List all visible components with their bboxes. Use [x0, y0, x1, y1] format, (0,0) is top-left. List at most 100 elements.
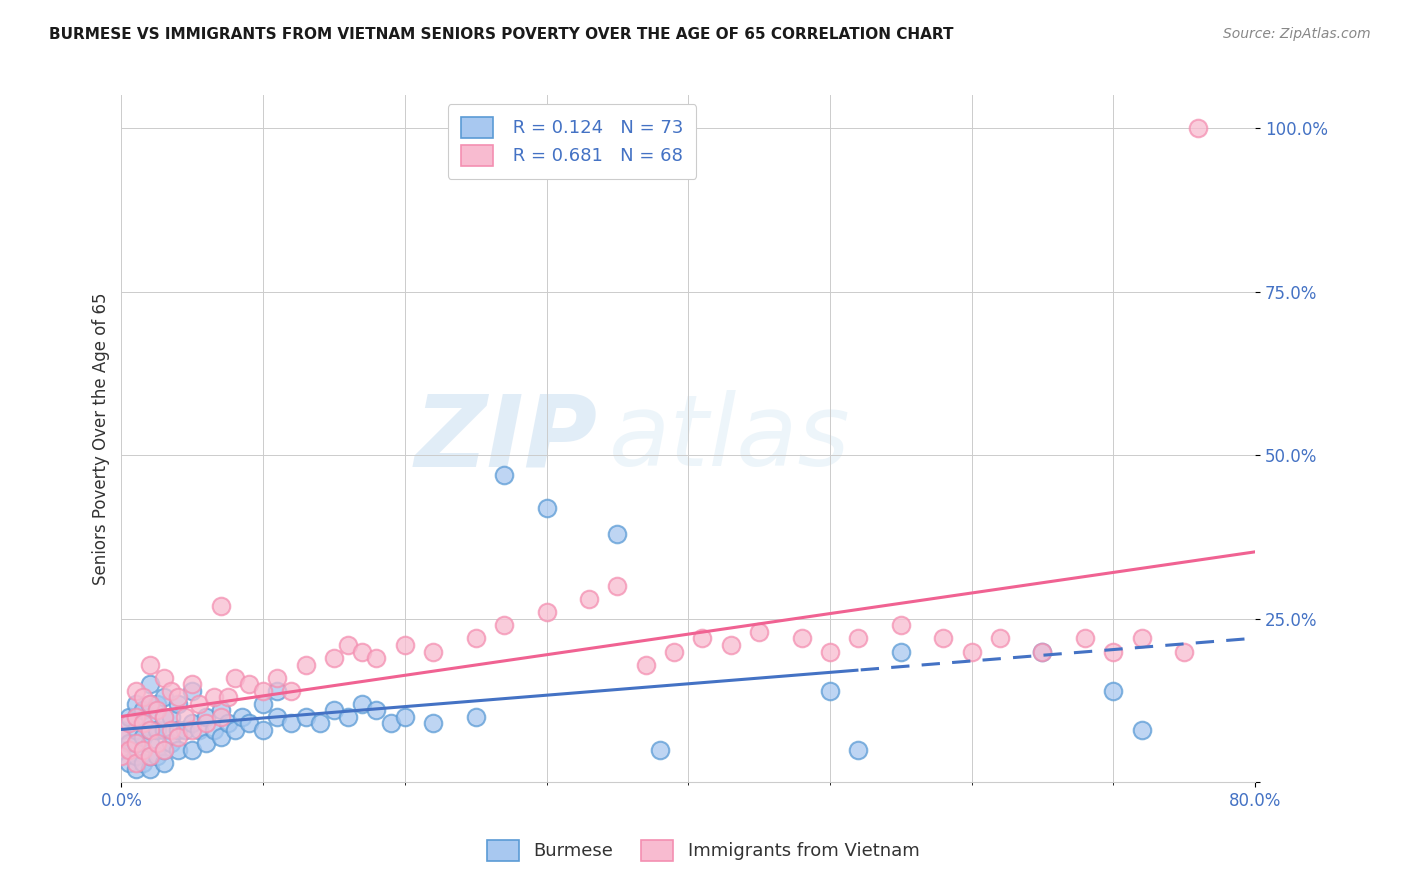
- Point: [366, 703, 388, 717]
- Point: [167, 690, 190, 705]
- Point: [323, 651, 346, 665]
- Point: [662, 644, 685, 658]
- Point: [266, 683, 288, 698]
- Point: [124, 723, 146, 737]
- Point: [188, 697, 211, 711]
- Point: [153, 710, 176, 724]
- Point: [337, 710, 360, 724]
- Point: [492, 618, 515, 632]
- Point: [174, 723, 197, 737]
- Point: [209, 703, 232, 717]
- Point: [174, 710, 197, 724]
- Point: [578, 592, 600, 607]
- Point: [846, 742, 869, 756]
- Point: [139, 677, 162, 691]
- Point: [146, 697, 169, 711]
- Point: [422, 716, 444, 731]
- Point: [720, 638, 742, 652]
- Point: [167, 697, 190, 711]
- Legend: Burmese, Immigrants from Vietnam: Burmese, Immigrants from Vietnam: [478, 830, 928, 870]
- Point: [160, 736, 183, 750]
- Legend:  R = 0.124   N = 73,  R = 0.681   N = 68: R = 0.124 N = 73, R = 0.681 N = 68: [449, 104, 696, 178]
- Point: [167, 742, 190, 756]
- Point: [818, 683, 841, 698]
- Point: [131, 742, 153, 756]
- Point: [266, 710, 288, 724]
- Text: atlas: atlas: [609, 391, 851, 487]
- Point: [139, 723, 162, 737]
- Point: [117, 710, 139, 724]
- Point: [195, 736, 218, 750]
- Point: [846, 632, 869, 646]
- Point: [988, 632, 1011, 646]
- Point: [1074, 632, 1097, 646]
- Point: [195, 710, 218, 724]
- Point: [352, 697, 374, 711]
- Point: [188, 723, 211, 737]
- Point: [146, 749, 169, 764]
- Point: [153, 690, 176, 705]
- Point: [160, 710, 183, 724]
- Point: [131, 716, 153, 731]
- Point: [648, 742, 671, 756]
- Point: [932, 632, 955, 646]
- Point: [238, 716, 260, 731]
- Point: [124, 683, 146, 698]
- Point: [252, 683, 274, 698]
- Point: [1130, 723, 1153, 737]
- Point: [352, 644, 374, 658]
- Point: [181, 716, 204, 731]
- Point: [606, 526, 628, 541]
- Point: [790, 632, 813, 646]
- Point: [139, 749, 162, 764]
- Point: [110, 742, 132, 756]
- Point: [209, 710, 232, 724]
- Point: [224, 671, 246, 685]
- Point: [139, 749, 162, 764]
- Point: [1031, 644, 1053, 658]
- Point: [181, 742, 204, 756]
- Point: [146, 703, 169, 717]
- Point: [139, 697, 162, 711]
- Point: [131, 730, 153, 744]
- Point: [464, 710, 486, 724]
- Point: [153, 742, 176, 756]
- Point: [195, 716, 218, 731]
- Text: BURMESE VS IMMIGRANTS FROM VIETNAM SENIORS POVERTY OVER THE AGE OF 65 CORRELATIO: BURMESE VS IMMIGRANTS FROM VIETNAM SENIO…: [49, 27, 953, 42]
- Point: [124, 756, 146, 770]
- Point: [117, 742, 139, 756]
- Point: [238, 677, 260, 691]
- Point: [110, 723, 132, 737]
- Point: [748, 624, 770, 639]
- Point: [1031, 644, 1053, 658]
- Point: [124, 736, 146, 750]
- Point: [280, 716, 302, 731]
- Point: [110, 730, 132, 744]
- Point: [422, 644, 444, 658]
- Point: [139, 762, 162, 776]
- Point: [131, 756, 153, 770]
- Point: [252, 697, 274, 711]
- Point: [337, 638, 360, 652]
- Point: [1102, 683, 1125, 698]
- Y-axis label: Seniors Poverty Over the Age of 65: Seniors Poverty Over the Age of 65: [93, 293, 110, 585]
- Point: [209, 599, 232, 613]
- Point: [1187, 120, 1209, 135]
- Point: [124, 697, 146, 711]
- Point: [536, 500, 558, 515]
- Point: [153, 723, 176, 737]
- Point: [464, 632, 486, 646]
- Point: [181, 723, 204, 737]
- Point: [1102, 644, 1125, 658]
- Point: [217, 690, 239, 705]
- Point: [280, 683, 302, 698]
- Point: [1130, 632, 1153, 646]
- Point: [536, 605, 558, 619]
- Point: [492, 467, 515, 482]
- Text: Source: ZipAtlas.com: Source: ZipAtlas.com: [1223, 27, 1371, 41]
- Point: [294, 710, 316, 724]
- Point: [294, 657, 316, 672]
- Point: [139, 723, 162, 737]
- Point: [153, 756, 176, 770]
- Point: [167, 723, 190, 737]
